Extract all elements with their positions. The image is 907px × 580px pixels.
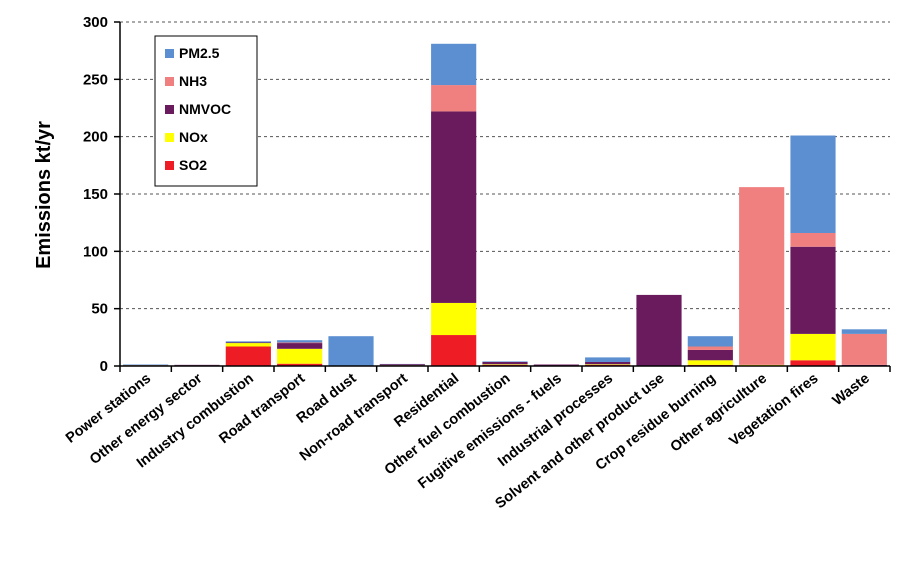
bar-segment-nox xyxy=(482,364,528,365)
y-tick-labels: 0 50 100 150 200 250 300 xyxy=(83,14,108,375)
bar-segment-nh3 xyxy=(431,85,477,112)
x-tick-label: Power stations xyxy=(63,371,154,447)
legend-swatch xyxy=(165,133,174,142)
bar-segment-nh3 xyxy=(790,232,836,247)
bar-segment-nmvoc xyxy=(687,349,733,361)
y-tick-label: 200 xyxy=(83,129,108,146)
bar-segment-nh3 xyxy=(277,342,323,344)
bar-segment-nox xyxy=(687,360,733,365)
y-tick-label: 100 xyxy=(83,243,108,260)
bar-segment-so2 xyxy=(277,363,323,366)
bar-segment-nox xyxy=(277,348,323,364)
x-tick-label: Other agriculture xyxy=(668,371,771,456)
bars xyxy=(123,43,887,366)
bar-segment-nmvoc xyxy=(482,361,528,365)
bar-segment-so2 xyxy=(790,360,836,366)
bar-segment-pm25 xyxy=(225,341,271,343)
x-tick-label: Vegetation fires xyxy=(727,371,822,450)
legend-label: NOx xyxy=(179,129,208,145)
bar-segment-nmvoc xyxy=(277,343,323,349)
bar-segment-nox xyxy=(225,343,271,347)
bar-segment-pm25 xyxy=(277,340,323,343)
bar-segment-nox xyxy=(585,364,631,365)
legend-swatch xyxy=(165,161,174,170)
bar-segment-nmvoc xyxy=(174,364,220,366)
y-axis-label: Emissions kt/yr xyxy=(33,121,55,269)
bar-segment-pm25 xyxy=(328,336,374,366)
bar-segment-nox xyxy=(790,333,836,361)
bar-segment-pm25 xyxy=(841,329,887,334)
bar-segment-pm25 xyxy=(585,357,631,362)
y-tick-label: 0 xyxy=(100,358,108,375)
y-tick-label: 150 xyxy=(83,186,108,203)
y-tick-label: 50 xyxy=(91,301,108,318)
bar-segment-nmvoc xyxy=(379,364,425,366)
legend-swatch xyxy=(165,105,174,114)
y-tick-label: 250 xyxy=(83,71,108,88)
bar-segment-nh3 xyxy=(687,346,733,350)
legend-swatch xyxy=(165,49,174,58)
bar-segment-so2 xyxy=(431,335,477,366)
bar-segment-pm25 xyxy=(687,336,733,347)
bar-segment-nmvoc xyxy=(431,111,477,303)
bar-segment-pm25 xyxy=(482,361,528,362)
legend-label: PM2.5 xyxy=(179,45,220,61)
axes xyxy=(114,21,891,372)
legend: PM2.5 NH3 NMVOC NOx SO2 xyxy=(154,35,258,187)
x-tick-label: Waste xyxy=(830,371,873,410)
bar-segment-pm25 xyxy=(123,364,169,366)
bar-segment-nmvoc xyxy=(790,246,836,334)
bar-segment-pm25 xyxy=(431,43,477,86)
y-tick-label: 300 xyxy=(83,14,108,31)
bar-segment-nmvoc xyxy=(636,294,682,366)
bar-segment-nmvoc xyxy=(225,342,271,344)
legend-label: NMVOC xyxy=(179,101,231,117)
x-tick-label: Road transport xyxy=(216,370,308,447)
bar-segment-pm25 xyxy=(790,135,836,233)
legend-label: SO2 xyxy=(179,157,207,173)
bar-segment-nmvoc xyxy=(585,361,631,365)
legend-swatch xyxy=(165,77,174,86)
bar-segment-nh3 xyxy=(841,333,887,365)
bar-segment-nox xyxy=(431,302,477,336)
bar-segment-nh3 xyxy=(739,187,785,365)
bar-segment-nmvoc xyxy=(533,364,579,366)
legend-label: NH3 xyxy=(179,73,207,89)
bar-segment-so2 xyxy=(225,346,271,366)
